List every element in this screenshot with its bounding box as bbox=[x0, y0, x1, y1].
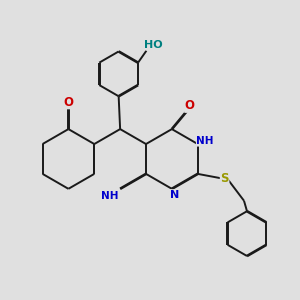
Text: O: O bbox=[63, 96, 74, 109]
Text: S: S bbox=[220, 172, 229, 185]
Text: HO: HO bbox=[144, 40, 162, 50]
Text: O: O bbox=[185, 99, 195, 112]
Text: NH: NH bbox=[101, 191, 119, 201]
Text: NH: NH bbox=[196, 136, 214, 146]
Text: N: N bbox=[170, 190, 179, 200]
